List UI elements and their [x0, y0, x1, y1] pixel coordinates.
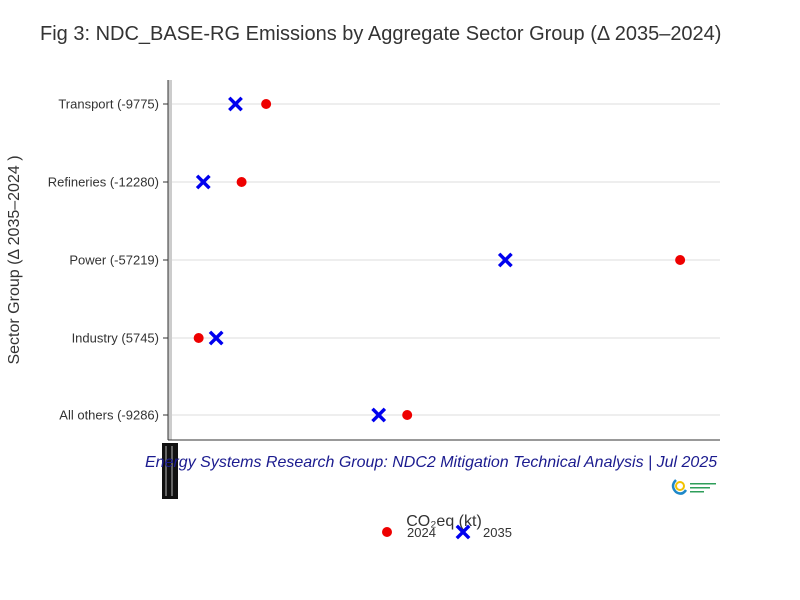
- legend-label: 2035: [483, 525, 512, 540]
- logo: [671, 479, 716, 495]
- y-axis-title: Sector Group (Δ 2035–2024 ): [6, 155, 23, 364]
- data-point-2035: [208, 330, 224, 346]
- chart-title: Fig 3: NDC_BASE-RG Emissions by Aggregat…: [40, 23, 721, 45]
- data-point-2035: [497, 252, 513, 268]
- category-labels: Transport (-9775) Refineries (-12280) Powe…: [48, 97, 168, 423]
- y-tick-label: Industry (5745): [72, 331, 159, 346]
- x-tick-label-clutter: [162, 443, 178, 499]
- data-marks: [193, 96, 686, 423]
- y-axis-shade: [168, 80, 172, 440]
- data-point-2024: [236, 177, 247, 187]
- data-point-2035: [371, 407, 387, 423]
- legend-marker-2035: [455, 524, 471, 540]
- data-point-2035: [195, 174, 211, 190]
- x-axis-title: CO₂eq (kt): [406, 513, 482, 530]
- legend: 2024 2035: [382, 524, 512, 540]
- y-tick-label: Transport (-9775): [58, 97, 159, 112]
- caption: Energy Systems Research Group: NDC2 Miti…: [145, 454, 717, 471]
- legend-marker-2024: [382, 527, 392, 537]
- legend-label: 2024: [407, 525, 436, 540]
- gridlines: [168, 103, 720, 416]
- data-point-2024: [193, 333, 204, 343]
- y-tick-label: Power (-57219): [69, 253, 159, 268]
- data-point-2024: [261, 99, 272, 109]
- y-tick-label: Refineries (-12280): [48, 175, 159, 190]
- data-point-2035: [228, 96, 243, 112]
- y-tick-label: All others (-9286): [59, 408, 159, 423]
- data-point-2024: [402, 410, 413, 420]
- data-point-2024: [675, 255, 686, 265]
